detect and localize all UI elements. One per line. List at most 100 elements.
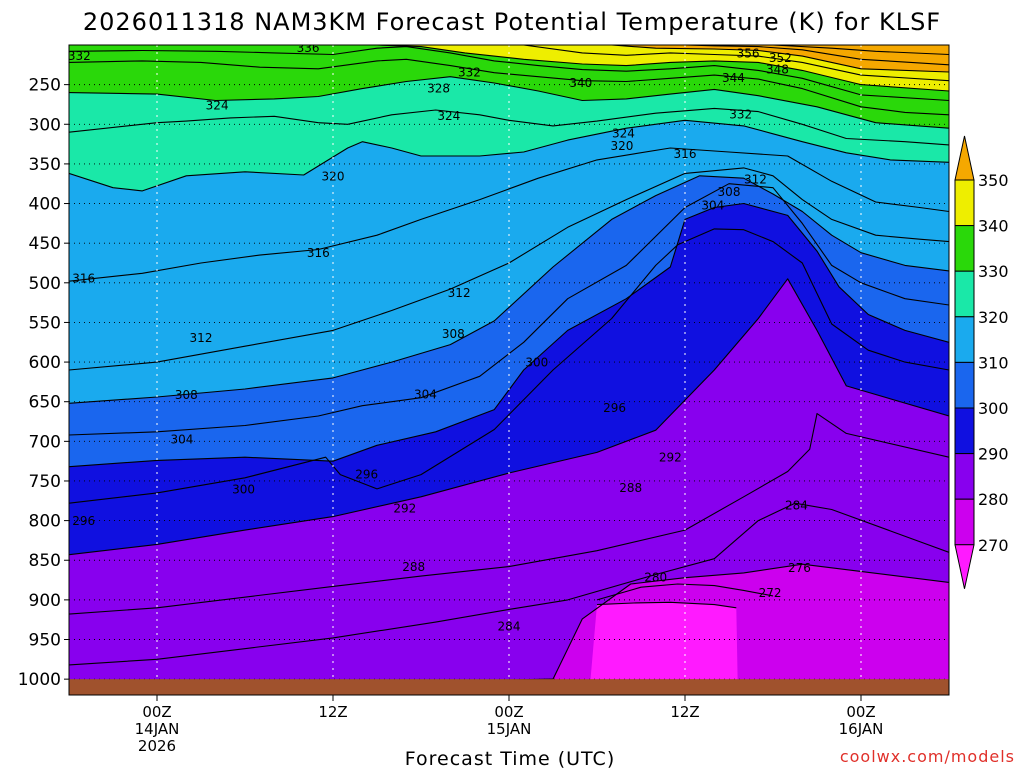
contour-line-304 xyxy=(69,183,949,436)
contour-line-280 xyxy=(69,563,949,690)
contour-label-312: 312 xyxy=(744,172,767,186)
colorbar-segment-340 xyxy=(954,179,975,227)
contour-line-292 xyxy=(69,278,949,556)
contour-line-352 xyxy=(684,45,949,66)
x-tick-label-6-0: 00Z xyxy=(142,703,171,721)
contour-line-332 xyxy=(69,58,949,116)
y-tick-label-500: 500 xyxy=(29,274,61,294)
contour-line-316 xyxy=(69,147,949,282)
colorbar-segment-330 xyxy=(954,225,975,272)
contour-line-328 xyxy=(69,76,949,129)
y-tick-label-250: 250 xyxy=(29,76,61,96)
contour-label-316: 316 xyxy=(674,147,697,161)
colorbar-segment-300 xyxy=(954,361,975,409)
colorbar-label-300: 300 xyxy=(978,399,1009,418)
colorbar-segment-below-270 xyxy=(954,544,975,589)
contour-label-304: 304 xyxy=(701,199,724,213)
colorbar-legend: 270 280 290 300 310 320 330 340 350 xyxy=(954,135,1009,589)
contour-label-308: 308 xyxy=(442,327,465,341)
y-tick-label-350: 350 xyxy=(29,155,61,175)
contour-label-316: 316 xyxy=(72,272,95,286)
contour-label-320: 320 xyxy=(610,139,633,153)
contour-line-276 xyxy=(596,583,774,601)
contour-label-332: 332 xyxy=(458,65,481,79)
grid-layer xyxy=(69,45,949,695)
colorbar-label-350: 350 xyxy=(978,171,1009,190)
x-tick-label-42-0: 12Z xyxy=(670,703,699,721)
band-fill-below-270 xyxy=(589,602,738,689)
x-tick-label-54-0: 00Z xyxy=(846,703,875,721)
contour-line-336 xyxy=(69,46,949,102)
x-tick-label-30-1: 15JAN xyxy=(487,720,532,738)
contour-label-288: 288 xyxy=(619,481,642,495)
contour-label-296: 296 xyxy=(72,514,95,528)
y-tick-label-400: 400 xyxy=(29,195,61,215)
contour-line-312 xyxy=(69,167,949,371)
contour-label-308: 308 xyxy=(718,185,741,199)
y-tick-label-550: 550 xyxy=(29,313,61,333)
contour-label-352: 352 xyxy=(769,51,792,65)
contour-line-300 xyxy=(69,202,949,468)
x-axis-label: Forecast Time (UTC) xyxy=(405,748,615,768)
y-tick-label-900: 900 xyxy=(29,591,61,611)
contour-line-356 xyxy=(772,45,949,56)
chart-title: 2026011318 NAM3KM Forecast Potential Tem… xyxy=(83,8,941,36)
credit-label: coolwx.com/models xyxy=(840,747,1015,766)
colorbar-label-280: 280 xyxy=(978,490,1009,509)
contour-line-344 xyxy=(523,45,949,82)
contour-label-344: 344 xyxy=(722,71,745,85)
contour-label-332: 332 xyxy=(68,49,91,63)
contour-line-348 xyxy=(611,45,949,73)
contour-label-280: 280 xyxy=(644,570,667,584)
contour-label-292: 292 xyxy=(659,451,682,465)
contour-line-layer xyxy=(69,45,949,690)
contour-label-304: 304 xyxy=(170,432,193,446)
contour-line-296 xyxy=(69,228,949,504)
contour-label-324: 324 xyxy=(206,99,229,113)
contour-label-320: 320 xyxy=(322,169,345,183)
contour-label-332: 332 xyxy=(729,107,752,121)
contour-label-348: 348 xyxy=(766,62,789,76)
x-tick-label-54-1: 16JAN xyxy=(839,720,884,738)
y-axis-pressure: 250 300 350 400 450 500 550 600 650 700 750 800 850 9… xyxy=(18,76,69,690)
x-tick-label-6-2: 2026 xyxy=(138,737,176,755)
colorbar-label-290: 290 xyxy=(978,445,1009,464)
y-tick-label-1000: 1000 xyxy=(18,670,61,690)
contour-label-288: 288 xyxy=(402,560,425,574)
contour-line-320 xyxy=(69,119,949,192)
x-tick-label-6-1: 14JAN xyxy=(135,720,180,738)
x-tick-label-18-0: 12Z xyxy=(318,703,347,721)
contour-label-324: 324 xyxy=(437,109,460,123)
contour-line-284 xyxy=(69,502,949,666)
contour-label-316: 316 xyxy=(307,246,330,260)
contour-label-296: 296 xyxy=(603,401,626,415)
y-tick-label-650: 650 xyxy=(29,393,61,413)
contour-label-292: 292 xyxy=(393,501,416,515)
y-tick-label-750: 750 xyxy=(29,472,61,492)
contour-label-300: 300 xyxy=(232,482,255,496)
colorbar-segment-above-350 xyxy=(954,135,975,181)
y-tick-label-850: 850 xyxy=(29,551,61,571)
contour-line-272 xyxy=(596,601,737,609)
contour-label-276: 276 xyxy=(788,561,811,575)
colorbar-label-330: 330 xyxy=(978,262,1009,281)
y-tick-label-600: 600 xyxy=(29,353,61,373)
contour-label-328: 328 xyxy=(427,81,450,95)
colorbar-label-340: 340 xyxy=(978,217,1009,236)
colorbar-label-270: 270 xyxy=(978,536,1009,555)
y-tick-label-950: 950 xyxy=(29,631,61,651)
contour-label-308: 308 xyxy=(175,388,198,402)
colorbar-label-320: 320 xyxy=(978,308,1009,327)
contour-line-288 xyxy=(69,413,949,615)
colorbar-segment-270 xyxy=(954,498,975,546)
contour-label-300: 300 xyxy=(525,356,548,370)
contour-line-308 xyxy=(69,175,949,404)
colorbar-segment-310 xyxy=(954,316,975,363)
contour-label-312: 312 xyxy=(448,286,471,300)
contour-label-324: 324 xyxy=(612,126,635,140)
y-tick-label-800: 800 xyxy=(29,512,61,532)
